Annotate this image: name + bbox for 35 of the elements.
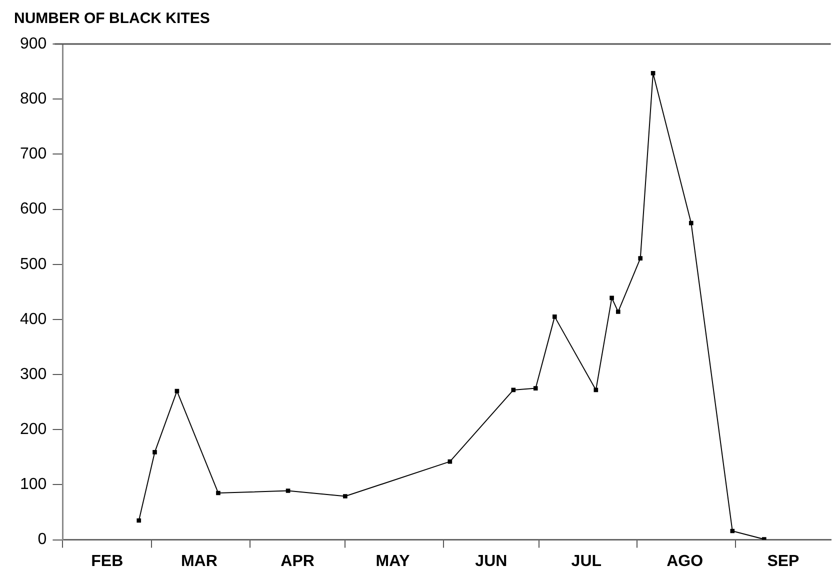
y-tick-label: 800 bbox=[20, 90, 47, 108]
x-tick-label: JUN bbox=[475, 552, 508, 570]
point bbox=[616, 310, 620, 314]
x-tick-label: FEB bbox=[91, 552, 124, 570]
y-tick-label: 100 bbox=[20, 476, 47, 494]
point bbox=[152, 450, 157, 454]
point bbox=[594, 388, 598, 392]
point bbox=[511, 388, 516, 392]
x-tick-label: MAY bbox=[376, 552, 410, 570]
point bbox=[610, 296, 614, 300]
point bbox=[174, 388, 180, 394]
point bbox=[343, 494, 348, 498]
point bbox=[650, 71, 656, 76]
chart-title: NUMBER OF BLACK KITES bbox=[14, 10, 210, 28]
point bbox=[533, 386, 538, 390]
y-tick-label: 300 bbox=[20, 366, 47, 383]
x-tick-label: MAR bbox=[180, 552, 218, 570]
point bbox=[286, 488, 290, 493]
y-tick-label: 0 bbox=[38, 531, 47, 548]
y-tick-label: 200 bbox=[20, 421, 47, 438]
point bbox=[730, 528, 735, 534]
y-tick-label: 700 bbox=[20, 146, 47, 163]
point bbox=[216, 490, 220, 496]
x-tick-label: SEP bbox=[767, 552, 800, 570]
point bbox=[638, 256, 643, 260]
point bbox=[688, 220, 694, 226]
y-tick-label: 900 bbox=[20, 35, 47, 52]
point bbox=[552, 314, 557, 319]
y-tick-label: 400 bbox=[20, 310, 47, 328]
x-tick-label: JUL bbox=[571, 552, 602, 570]
y-tick-label: 500 bbox=[20, 256, 47, 273]
point bbox=[448, 459, 452, 464]
x-tick-label: AGO bbox=[666, 552, 704, 570]
x-tick-label: APR bbox=[280, 552, 315, 570]
y-tick-label: 600 bbox=[20, 200, 47, 218]
